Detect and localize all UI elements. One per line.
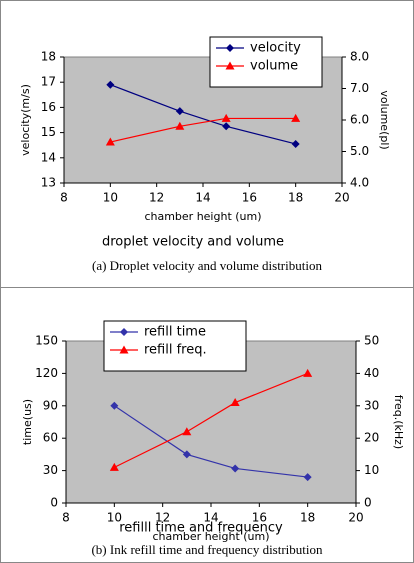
y2-tick-label: 50 (364, 334, 379, 348)
x-tick-label: 18 (300, 511, 315, 525)
x-tick-label: 10 (103, 191, 118, 205)
marker (303, 473, 312, 482)
x-tick-label: 12 (155, 511, 170, 525)
y2-tick-label: 4.0 (350, 176, 369, 190)
x-tick-label: 8 (60, 191, 68, 205)
y-tick-label: 15 (41, 125, 56, 139)
y2-tick-label: 30 (364, 398, 379, 412)
series-line (114, 372, 308, 468)
x-tick-label: 20 (348, 511, 363, 525)
y-tick-label: 0 (50, 496, 58, 510)
legend-box (103, 320, 247, 372)
y-tick-label: 17 (41, 75, 56, 89)
marker (175, 107, 184, 116)
y-axis-label: velocity(m/s) (19, 84, 32, 156)
y-tick-label: 18 (41, 50, 56, 64)
x-tick-label: 16 (242, 191, 257, 205)
marker (226, 44, 234, 52)
y2-axis-label: freq.(kHz) (392, 395, 405, 449)
y-tick-label: 13 (41, 176, 56, 190)
series-line (110, 117, 296, 143)
marker (291, 113, 301, 122)
x-axis-label: chamber height (um) (152, 530, 269, 543)
y-tick-label: 60 (43, 431, 58, 445)
marker (105, 137, 115, 146)
y-tick-label: 16 (41, 100, 56, 114)
legend-label: refill freq. (144, 343, 207, 358)
marker (106, 80, 115, 89)
legend-label: refill time (144, 325, 206, 340)
y2-tick-label: 7.0 (350, 81, 369, 95)
y2-tick-label: 5.0 (350, 144, 369, 158)
y-tick-label: 30 (43, 463, 58, 477)
x-tick-label: 16 (252, 511, 267, 525)
series-line (113, 405, 308, 478)
y2-tick-label: 6.0 (350, 113, 369, 127)
series-line (110, 84, 296, 145)
marker (225, 61, 235, 70)
y2-tick-label: 8.0 (350, 50, 369, 64)
legend-label: velocity (250, 41, 301, 56)
y2-tick-label: 10 (364, 463, 379, 477)
caption: (a) Droplet velocity and volume distribu… (92, 258, 322, 273)
legend-label: volume (250, 59, 298, 74)
marker (175, 121, 185, 130)
marker (182, 450, 191, 459)
x-axis-label: chamber height (um) (144, 210, 261, 223)
y2-tick-label: 20 (364, 431, 379, 445)
y2-tick-label: 0 (364, 496, 372, 510)
y-axis-label: time(us) (21, 399, 34, 445)
y-tick-label: 120 (35, 366, 58, 380)
marker (221, 113, 231, 122)
y-tick-label: 150 (35, 334, 58, 348)
y-tick-label: 90 (43, 398, 58, 412)
x-tick-label: 8 (62, 511, 70, 525)
y2-tick-label: 40 (364, 366, 379, 380)
x-tick-label: 14 (195, 191, 210, 205)
marker (110, 401, 119, 410)
marker (182, 427, 192, 436)
y2-axis-label: volume(pl) (378, 90, 391, 149)
chart-title: refilll time and frequency (119, 521, 283, 536)
x-tick-label: 10 (107, 511, 122, 525)
marker (119, 345, 129, 354)
marker (303, 368, 313, 377)
y-tick-label: 14 (41, 150, 56, 164)
marker (222, 122, 231, 131)
x-tick-label: 18 (288, 191, 303, 205)
chart-title: droplet velocity and volume (102, 235, 284, 250)
marker (291, 139, 300, 148)
marker (231, 464, 240, 473)
x-tick-label: 14 (203, 511, 218, 525)
caption: (b) Ink refill time and frequency distri… (91, 542, 323, 557)
marker (120, 328, 128, 336)
x-tick-label: 12 (149, 191, 164, 205)
x-tick-label: 20 (334, 191, 349, 205)
marker (230, 398, 240, 407)
marker (109, 462, 119, 471)
